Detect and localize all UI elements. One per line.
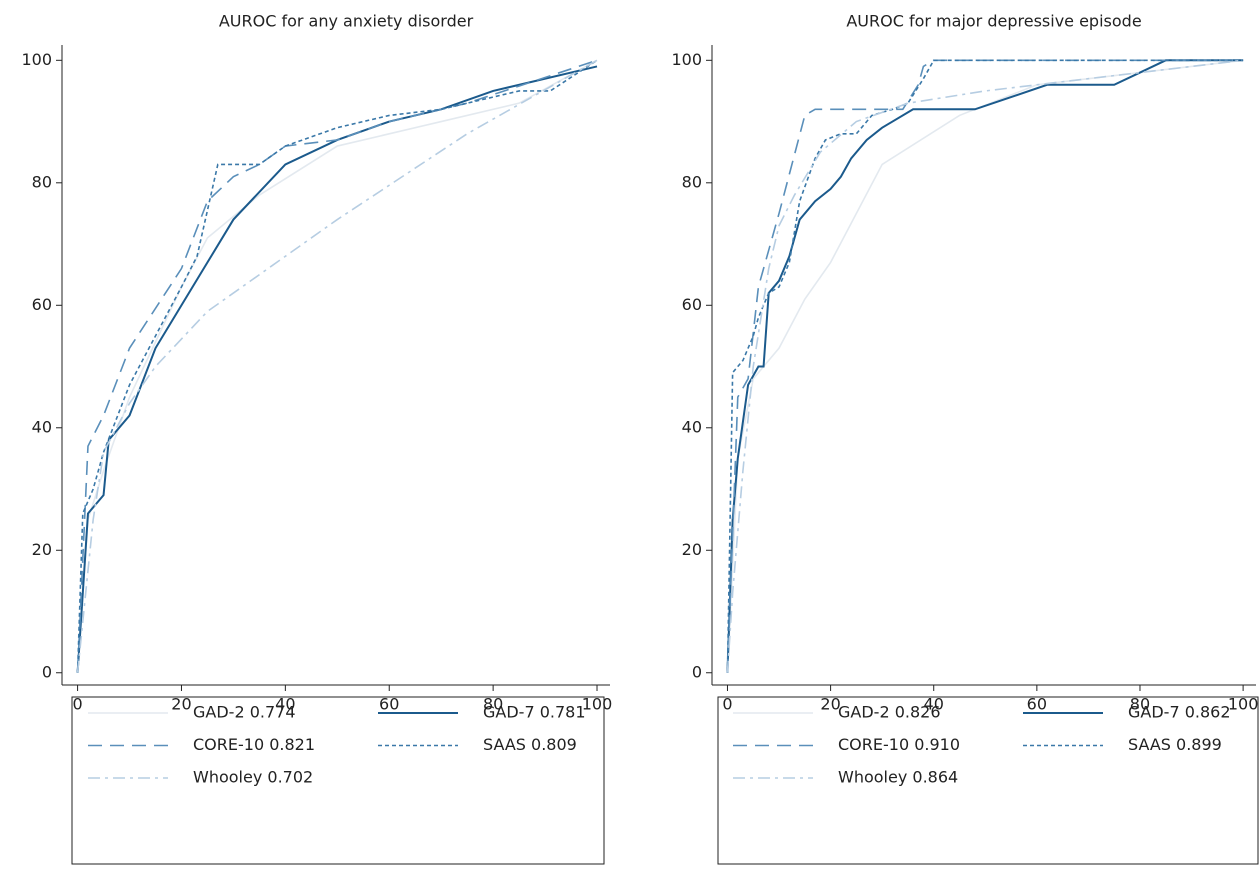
chart-title: AUROC for major depressive episode xyxy=(846,12,1141,31)
legend-label: Whooley 0.702 xyxy=(193,768,313,787)
y-tick-label: 0 xyxy=(692,662,702,681)
x-tick-label: 40 xyxy=(924,695,944,714)
y-tick-label: 80 xyxy=(32,172,52,191)
y-tick-label: 100 xyxy=(21,50,52,69)
legend-label: SAAS 0.809 xyxy=(483,735,577,754)
x-tick-label: 40 xyxy=(275,695,295,714)
legend-label: CORE-10 0.910 xyxy=(838,735,960,754)
legend-label: GAD-2 0.774 xyxy=(193,703,296,722)
x-tick-label: 0 xyxy=(722,695,732,714)
x-tick-label: 100 xyxy=(582,695,613,714)
y-tick-label: 60 xyxy=(682,295,702,314)
legend-label: GAD-7 0.781 xyxy=(483,703,586,722)
roc-curve xyxy=(726,59,1244,673)
roc-curve xyxy=(76,59,598,673)
roc-curve xyxy=(76,59,598,673)
roc-curve xyxy=(726,59,1244,673)
roc-curve xyxy=(76,59,598,673)
x-tick-label: 60 xyxy=(379,695,399,714)
x-tick-label: 0 xyxy=(72,695,82,714)
x-tick-label: 20 xyxy=(820,695,840,714)
legend-label: GAD-2 0.826 xyxy=(838,703,941,722)
legend-label: GAD-7 0.862 xyxy=(1128,703,1231,722)
y-tick-label: 20 xyxy=(682,540,702,559)
roc-curve xyxy=(76,65,598,673)
y-tick-label: 40 xyxy=(32,417,52,436)
y-tick-label: 0 xyxy=(42,662,52,681)
chart-title: AUROC for any anxiety disorder xyxy=(219,12,474,31)
legend-label: CORE-10 0.821 xyxy=(193,735,315,754)
x-tick-label: 100 xyxy=(1228,695,1259,714)
roc-curve xyxy=(726,59,1244,673)
legend-label: Whooley 0.864 xyxy=(838,768,958,787)
y-tick-label: 40 xyxy=(682,417,702,436)
roc-curve xyxy=(726,59,1244,673)
legend-box xyxy=(717,696,1259,865)
y-tick-label: 20 xyxy=(32,540,52,559)
x-tick-label: 80 xyxy=(483,695,503,714)
x-tick-label: 80 xyxy=(1130,695,1150,714)
y-tick-label: 60 xyxy=(32,295,52,314)
x-tick-label: 60 xyxy=(1027,695,1047,714)
roc-curve xyxy=(726,59,1244,673)
y-tick-label: 100 xyxy=(671,50,702,69)
legend-label: SAAS 0.899 xyxy=(1128,735,1222,754)
y-tick-label: 80 xyxy=(682,172,702,191)
x-tick-label: 20 xyxy=(171,695,191,714)
roc-curve xyxy=(76,59,598,673)
legend-box xyxy=(71,696,605,865)
